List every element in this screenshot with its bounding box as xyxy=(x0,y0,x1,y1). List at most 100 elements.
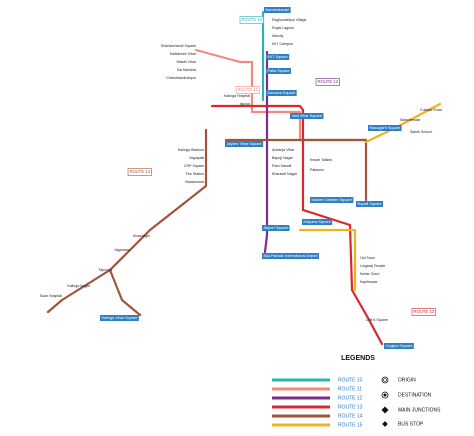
route-line xyxy=(224,138,368,202)
legend-route-label: ROUTE 15 xyxy=(338,422,363,428)
main-stop-label: Patia Square xyxy=(268,69,290,73)
main-stop-box xyxy=(225,141,264,147)
main-stop-box xyxy=(262,253,320,259)
stop-label: Cuttack Road xyxy=(420,108,442,112)
legend: LEGENDS ROUTE 10 ROUTE 11 ROUTE 12 ROUTE 13… xyxy=(272,355,441,428)
stop-label: Iskcon xyxy=(240,102,250,106)
stop-label: Nayapalli xyxy=(189,156,204,160)
stop-label: Jagamara xyxy=(114,248,130,252)
stop-label: Sainik School xyxy=(410,130,432,134)
route-line xyxy=(301,108,384,346)
stop-label: Baramunda xyxy=(185,180,204,184)
main-stop-box xyxy=(310,197,354,203)
main-stop-box xyxy=(264,7,291,13)
legend-symbol-label: MAIN JUNCTIONS xyxy=(398,407,441,413)
route-tag-box xyxy=(315,78,340,86)
main-stop-label: KIIT Square xyxy=(268,55,288,59)
stop-label: Sailashree Vihar xyxy=(170,52,197,56)
route-line xyxy=(298,228,357,292)
route-tags: ROUTE 10 ROUTE 12 ROUTE 11 ROUTE 14 ROUTE 13 xyxy=(127,16,436,316)
route-tag-box xyxy=(127,168,152,176)
legend-route-label: ROUTE 12 xyxy=(338,395,363,401)
stop-label: Chandrasekharpur xyxy=(166,76,197,80)
stop-label: Unit 6 Square xyxy=(366,318,388,322)
stop-label: Fire Station xyxy=(186,172,204,176)
main-stop-label: Lingipur Square xyxy=(386,344,413,348)
stop-label: Kalinga Nagar xyxy=(67,284,91,288)
route-tag-box xyxy=(235,86,260,94)
stop-label: Kedar Gouri xyxy=(360,272,380,276)
stop-label: Suan Hospital xyxy=(40,294,63,298)
main-stop-label: Kalpana Square xyxy=(304,220,331,224)
route-tag: ROUTE 10 xyxy=(242,17,263,22)
stop-label: Bapuji Nagar xyxy=(272,156,294,160)
route-tag: ROUTE 14 xyxy=(130,169,151,174)
main-stop-label: Biju Patnaik International Airport xyxy=(264,254,319,258)
junction-symbol xyxy=(381,406,389,414)
route-lines xyxy=(46,10,442,346)
stop-label: Khandagiri xyxy=(133,234,150,238)
route-line xyxy=(108,268,142,317)
stop-label: Kalinga Hospital xyxy=(224,94,250,98)
main-stop-label: Kalinga Vihar Square xyxy=(102,316,138,320)
route-line xyxy=(46,128,208,314)
stop-label: Niladri Vihar xyxy=(176,60,196,64)
main-stop-box xyxy=(266,90,297,96)
main-stop-box xyxy=(262,225,290,231)
legend-symbol-label: DESTINATION xyxy=(398,392,432,398)
origin-symbol-inner xyxy=(383,378,387,382)
main-stop-box xyxy=(356,201,384,207)
stop-label: Mancheswar xyxy=(400,118,421,122)
main-stop-box xyxy=(266,68,291,74)
stop-label: CRP Square xyxy=(184,164,204,168)
main-stop-label: Vani Vihar Square xyxy=(292,114,322,118)
stop-label: Kapileswar xyxy=(360,280,378,284)
stop-label: Infocity xyxy=(272,34,284,38)
stop-label: Kharavel Nagar xyxy=(272,172,298,176)
stop-label: Kalinga Stadium xyxy=(178,148,204,152)
stop-label: KIIT Campus xyxy=(272,42,293,46)
stop-label: Shikharchandi Square xyxy=(161,44,196,48)
route-tag-box xyxy=(239,16,264,24)
stops: Nandankanan KIIT Square Patia Square Damana… xyxy=(40,7,442,349)
legend-route-label: ROUTE 14 xyxy=(338,413,363,419)
route-tag: ROUTE 12 xyxy=(318,79,339,84)
stop-label: Kesari Talkies xyxy=(310,158,332,162)
stop-label: Sai Mandira xyxy=(177,68,196,72)
stop-label: Tapovan xyxy=(98,268,112,272)
main-stop-label: Damana Square xyxy=(268,91,296,95)
route-line xyxy=(210,104,305,112)
route-tag-box xyxy=(411,308,436,316)
main-stop-label: Rasulgarh Square xyxy=(370,126,401,130)
stop-label: Ram Mandir xyxy=(272,164,292,168)
main-stop-label: Jaydev Vihar Square xyxy=(227,142,262,146)
route-tag: ROUTE 11 xyxy=(238,87,259,92)
stop-label: Raghunathpur Village xyxy=(272,18,307,22)
main-stop-label: Master Canteen Square xyxy=(312,198,352,202)
legend-route-label: ROUTE 10 xyxy=(338,377,363,383)
main-stop-label: Nandankanan xyxy=(266,8,290,12)
stop-label: Old Town xyxy=(360,256,375,260)
stop-label: Royal Lagoon xyxy=(272,26,294,30)
stop-label: Acharya Vihar xyxy=(272,148,295,152)
main-stop-box xyxy=(100,315,139,321)
bus-stop-symbol xyxy=(382,421,388,427)
legend-route-label: ROUTE 11 xyxy=(338,386,362,392)
legend-route-label: ROUTE 13 xyxy=(338,404,363,410)
legend-symbol-label: BUS STOP xyxy=(398,421,424,427)
route-tag: ROUTE 13 xyxy=(414,309,435,314)
stop-label: Lingaraj Temple xyxy=(360,264,385,268)
main-stop-label: Airport Square xyxy=(264,226,288,230)
main-stop-box xyxy=(290,113,324,119)
main-stop-box xyxy=(384,343,414,349)
legend-title: LEGENDS xyxy=(341,355,375,362)
main-stop-label: Rupali Square xyxy=(358,202,382,206)
main-stop-box xyxy=(302,219,333,225)
legend-symbol-label: ORIGIN xyxy=(398,377,416,383)
main-stop-box xyxy=(368,125,402,131)
main-stop-box xyxy=(266,54,290,60)
stop-label: Palasuni xyxy=(310,168,324,172)
destination-symbol-inner xyxy=(383,393,387,397)
